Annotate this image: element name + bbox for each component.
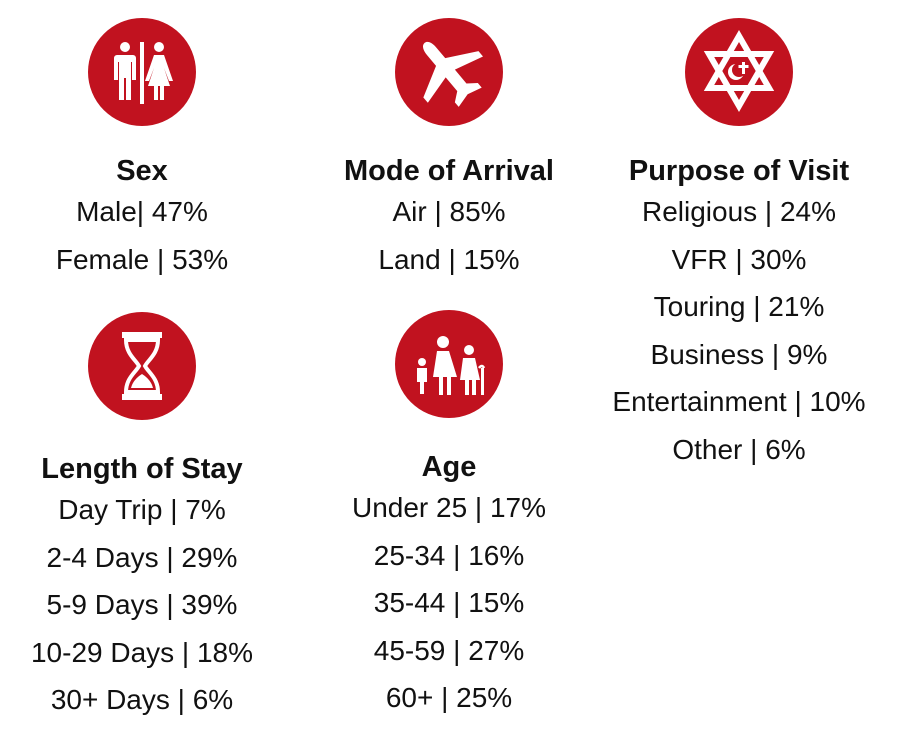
stay-list: Day Trip | 7% 2-4 Days | 29% 5-9 Days | … — [0, 486, 284, 724]
stay-title: Length of Stay — [41, 453, 243, 485]
mode-list: Air | 85% Land | 15% — [304, 188, 594, 283]
list-item: Air | 85% — [392, 196, 506, 227]
list-item: Male| 47% — [76, 196, 208, 227]
family-icon — [395, 310, 503, 418]
sex-section: Sex Male| 47% Female | 53% — [0, 18, 284, 283]
list-item: 60+ | 25% — [385, 682, 513, 713]
list-item: 2-4 Days | 29% — [46, 541, 238, 573]
list-item: 45-59 | 27% — [373, 634, 525, 666]
list-item: 25-34 | 16% — [373, 539, 525, 571]
list-item: Land | 15% — [378, 243, 520, 275]
age-title: Age — [421, 451, 477, 483]
age-list: Under 25 | 17% 25-34 | 16% 35-44 | 15% 4… — [304, 484, 594, 722]
list-item: 10-29 Days | 18% — [30, 636, 254, 668]
airplane-icon — [395, 18, 503, 126]
list-item: Entertainment | 10% — [612, 386, 866, 417]
list-item: Under 25 | 17% — [351, 492, 547, 523]
hourglass-icon — [88, 312, 196, 420]
list-item: VFR | 30% — [671, 243, 807, 275]
mode-title: Mode of Arrival — [343, 155, 554, 187]
list-item: 5-9 Days | 39% — [46, 589, 238, 620]
sex-list: Male| 47% Female | 53% — [0, 188, 284, 283]
mode-of-arrival-section: Mode of Arrival Air | 85% Land | 15% — [304, 18, 594, 283]
star-of-david-icon — [685, 18, 793, 126]
length-of-stay-section: Length of Stay Day Trip | 7% 2-4 Days | … — [0, 312, 284, 724]
list-item: Other | 6% — [672, 433, 806, 465]
list-item: 30+ Days | 6% — [50, 684, 234, 715]
purpose-title: Purpose of Visit — [628, 155, 850, 187]
sex-title: Sex — [116, 155, 168, 187]
list-item: Day Trip | 7% — [58, 494, 226, 525]
list-item: Female | 53% — [55, 243, 229, 275]
restroom-icon — [88, 18, 196, 126]
purpose-list: Religious | 24% VFR | 30% Touring | 21% … — [584, 188, 894, 473]
list-item: 35-44 | 15% — [373, 587, 525, 618]
list-item: Business | 9% — [650, 338, 828, 370]
purpose-of-visit-section: Purpose of Visit Religious | 24% VFR | 3… — [584, 18, 894, 473]
list-item: Touring | 21% — [653, 291, 825, 322]
age-section: Age Under 25 | 17% 25-34 | 16% 35-44 | 1… — [304, 310, 594, 722]
list-item: Religious | 24% — [641, 196, 837, 227]
